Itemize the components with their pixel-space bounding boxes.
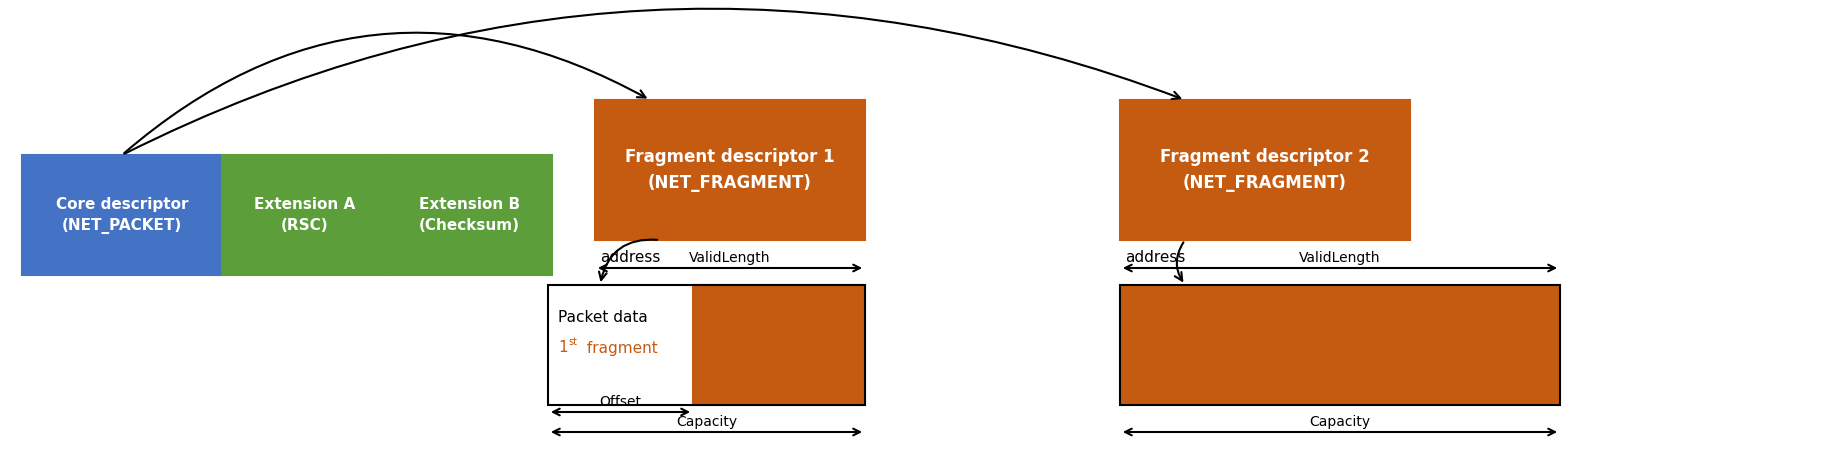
Bar bbox=[22, 155, 223, 275]
Bar bbox=[223, 155, 386, 275]
Text: st: st bbox=[568, 337, 577, 347]
FancyArrowPatch shape bbox=[125, 9, 1179, 154]
Text: address: address bbox=[1124, 250, 1184, 266]
Bar bbox=[1120, 285, 1559, 405]
Text: Fragment descriptor 1
(NET_FRAGMENT): Fragment descriptor 1 (NET_FRAGMENT) bbox=[625, 149, 835, 191]
FancyArrowPatch shape bbox=[1173, 242, 1182, 281]
Bar bbox=[548, 285, 693, 405]
Text: 1: 1 bbox=[557, 340, 566, 356]
Text: Extension A
(RSC): Extension A (RSC) bbox=[254, 197, 355, 233]
Text: Capacity: Capacity bbox=[1309, 415, 1370, 429]
FancyArrowPatch shape bbox=[123, 33, 645, 153]
Bar bbox=[548, 285, 864, 405]
FancyArrowPatch shape bbox=[600, 239, 657, 280]
Text: fragment: fragment bbox=[581, 340, 657, 356]
Text: ValidLength: ValidLength bbox=[1298, 251, 1379, 265]
Bar bbox=[386, 155, 552, 275]
Text: ValidLength: ValidLength bbox=[690, 251, 771, 265]
Bar bbox=[693, 285, 864, 405]
Text: Capacity: Capacity bbox=[675, 415, 737, 429]
Text: Offset: Offset bbox=[600, 395, 642, 409]
Bar bbox=[594, 100, 864, 240]
Text: Packet data: Packet data bbox=[557, 310, 647, 325]
Text: address: address bbox=[600, 250, 660, 266]
Bar bbox=[1120, 100, 1409, 240]
Text: Core descriptor
(NET_PACKET): Core descriptor (NET_PACKET) bbox=[55, 197, 188, 234]
Text: Fragment descriptor 2
(NET_FRAGMENT): Fragment descriptor 2 (NET_FRAGMENT) bbox=[1160, 149, 1368, 191]
Text: Extension B
(Checksum): Extension B (Checksum) bbox=[419, 197, 520, 233]
